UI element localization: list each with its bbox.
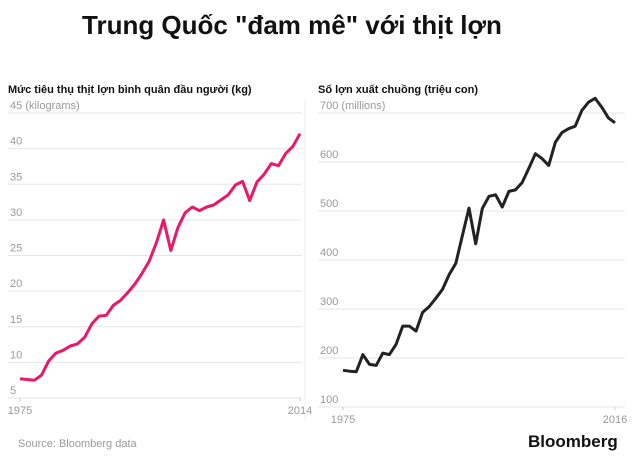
y-tick-label: 15 — [10, 314, 22, 326]
y-tick-label: 10 — [10, 349, 22, 361]
page-title: Trung Quốc "đam mê" với thịt lợn — [82, 10, 502, 40]
y-tick-label: 300 — [320, 296, 338, 308]
y-tick-label: 30 — [10, 207, 22, 219]
data-line — [342, 96, 616, 374]
brand: Bloomberg — [528, 432, 618, 451]
y-tick-label: 500 — [320, 198, 338, 210]
y-tick-label: 700 (millions) — [320, 100, 385, 112]
x-tick-label: 2016 — [603, 414, 627, 426]
x-tick-label: 2014 — [288, 405, 312, 417]
y-tick-label: 40 — [10, 136, 22, 148]
y-tick-label: 5 — [10, 385, 16, 397]
y-tick-label: 20 — [10, 278, 22, 290]
y-tick-label: 45 (kilograms) — [10, 100, 80, 112]
x-tick-label: 1975 — [331, 414, 355, 426]
data-line — [19, 132, 302, 382]
y-tick-label: 600 — [320, 149, 338, 161]
y-tick-label: 400 — [320, 247, 338, 259]
chart-title: Số lợn xuất chuồng (triệu con) — [318, 84, 478, 96]
y-tick-label: 200 — [320, 345, 338, 357]
source-note: Source: Bloomberg data — [18, 438, 138, 450]
y-tick-label: 35 — [10, 171, 22, 183]
y-tick-label: 100 — [320, 394, 338, 406]
chart-title: Mức tiêu thụ thịt lợn bình quân đầu ngườ… — [8, 84, 252, 96]
y-tick-label: 25 — [10, 243, 22, 255]
x-tick-label: 1975 — [8, 405, 32, 417]
